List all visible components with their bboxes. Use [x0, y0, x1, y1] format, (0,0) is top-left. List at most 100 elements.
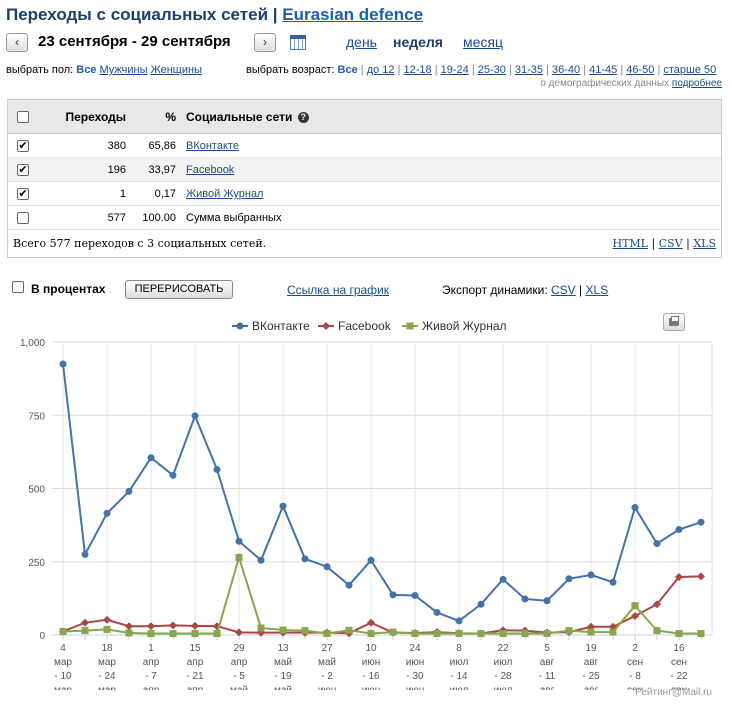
age-all-selected[interactable]: Все	[337, 64, 358, 76]
data-point	[587, 622, 595, 631]
row-network-link[interactable]: ВКонтакте	[186, 140, 239, 152]
data-point	[543, 630, 551, 638]
data-point	[675, 630, 683, 638]
row-checkbox[interactable]	[17, 212, 29, 224]
header-network[interactable]: Социальные сети ?	[186, 110, 309, 124]
data-point	[213, 630, 221, 638]
data-point	[653, 627, 661, 635]
gender-label: выбрать пол:	[6, 64, 74, 76]
data-point	[411, 591, 419, 599]
table-row: ✔ 380 65,86 ВКонтакте	[8, 134, 721, 158]
social-networks-table: Переходы % Социальные сети ? ✔ 380 65,86…	[7, 99, 722, 258]
row-network-link[interactable]: Facebook	[186, 164, 235, 176]
data-point	[103, 615, 111, 624]
data-point	[257, 556, 265, 564]
data-point	[367, 556, 375, 564]
row-checkbox[interactable]: ✔	[17, 164, 29, 176]
next-period-button[interactable]: ›	[254, 33, 276, 52]
data-point	[455, 617, 463, 625]
gender-male-link[interactable]: Мужчины	[99, 64, 148, 76]
row-checkbox[interactable]: ✔	[17, 140, 29, 152]
print-icon[interactable]	[663, 313, 685, 331]
data-point	[389, 628, 397, 636]
data-point	[257, 624, 265, 632]
data-point	[675, 572, 683, 581]
row-checkbox[interactable]: ✔	[17, 188, 29, 200]
data-point	[191, 621, 199, 630]
dynamics-xls-link[interactable]: XLS	[585, 283, 609, 297]
data-point	[565, 627, 573, 635]
period-month-link[interactable]: месяц	[463, 34, 504, 50]
age-option[interactable]: 25-30	[477, 64, 506, 76]
redraw-button[interactable]: ПЕРЕРИСОВАТЬ	[125, 280, 233, 299]
export-html-link[interactable]: HTML	[612, 237, 648, 250]
table-row: ✔ 196 33,97 Facebook	[8, 158, 721, 182]
data-point	[675, 526, 683, 534]
site-link[interactable]: Eurasian defence	[282, 5, 424, 24]
data-point	[521, 630, 529, 638]
age-option[interactable]: до 12	[366, 64, 395, 76]
export-xls-link[interactable]: XLS	[693, 237, 716, 250]
data-point	[125, 487, 133, 495]
chart-controls: В процентах ПЕРЕРИСОВАТЬ Ссылка на графи…	[10, 280, 722, 302]
gender-female-link[interactable]: Женщины	[150, 64, 202, 76]
data-point	[565, 575, 573, 583]
data-point	[301, 627, 309, 635]
page-title: Переходы с социальных сетей | Eurasian d…	[6, 5, 423, 25]
age-option[interactable]: 19-24	[440, 64, 469, 76]
prev-period-button[interactable]: ‹	[6, 33, 28, 52]
table-row-sum: 577 100.00 Сумма выбранных	[8, 206, 721, 230]
period-day-link[interactable]: день	[346, 34, 377, 50]
row-network-link[interactable]: Живой Журнал	[186, 188, 264, 200]
data-point	[59, 627, 67, 635]
calendar-icon[interactable]	[290, 35, 306, 50]
data-point	[697, 518, 705, 526]
data-point	[455, 630, 463, 638]
data-point	[323, 630, 331, 638]
age-option[interactable]: 31-35	[514, 64, 544, 76]
period-selector: ‹ 23 сентября - 29 сентября › день недел…	[6, 33, 726, 53]
header-percent[interactable]: %	[165, 110, 176, 124]
help-icon[interactable]: ?	[297, 112, 309, 123]
data-point	[433, 608, 441, 616]
data-point	[697, 630, 705, 638]
legend-label: Живой Журнал	[422, 319, 507, 333]
age-option[interactable]: 46-50	[626, 64, 655, 76]
age-option[interactable]: 12-18	[403, 64, 432, 76]
export-csv-link[interactable]: CSV	[658, 237, 683, 250]
data-point	[81, 618, 89, 627]
data-point	[301, 555, 309, 563]
dynamics-csv-link[interactable]: CSV	[551, 283, 576, 297]
percent-checkbox[interactable]	[12, 281, 24, 293]
age-label: выбрать возраст:	[246, 64, 335, 76]
data-point	[213, 465, 221, 473]
header-visits[interactable]: Переходы	[65, 110, 126, 124]
gender-all-selected[interactable]: Все	[76, 64, 97, 76]
demographics-text: о демографических данных	[540, 78, 670, 89]
chart-link[interactable]: Ссылка на график	[287, 283, 389, 297]
data-point	[543, 597, 551, 605]
data-point	[279, 626, 287, 634]
select-all-checkbox[interactable]	[17, 111, 29, 123]
age-option[interactable]: старше 50	[663, 64, 717, 76]
demographics-more-link[interactable]: подробнее	[671, 78, 722, 89]
total-visits-text: Всего 577 переходов с 3 социальных сетей…	[13, 237, 267, 250]
age-option[interactable]: 41-45	[589, 64, 618, 76]
data-point	[103, 509, 111, 517]
age-option[interactable]: 36-40	[552, 64, 581, 76]
period-week-link[interactable]: неделя	[393, 34, 443, 50]
row-percent: 100.00	[142, 212, 176, 224]
